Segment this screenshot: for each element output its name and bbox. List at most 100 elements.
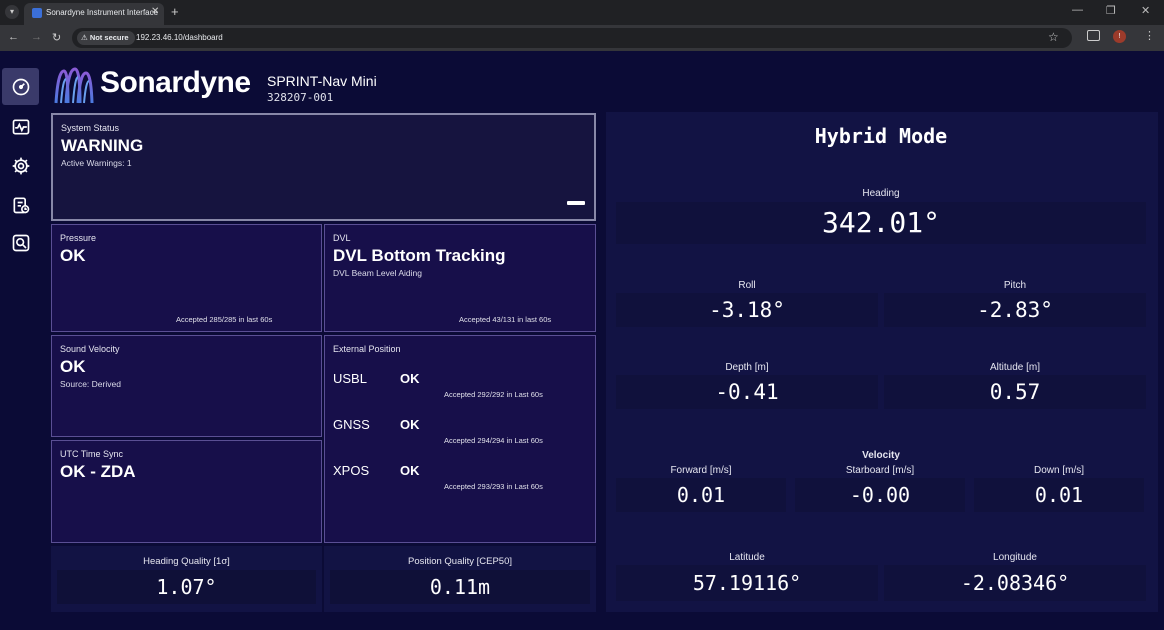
pitch-value: -2.83°: [884, 293, 1146, 327]
gear-icon: [12, 157, 29, 174]
warning-triangle-icon: ⚠: [81, 33, 90, 42]
pressure-value: OK: [60, 246, 86, 265]
forward-value: 0.01: [616, 478, 786, 512]
tab-title: Sonardyne Instrument Interface: [46, 8, 159, 17]
side-navigation: [0, 51, 42, 630]
roll-label: Roll: [738, 280, 756, 291]
gnss-accepted-text: Accepted 294/294 in Last 60s: [444, 436, 543, 445]
depth-label: Depth [m]: [725, 362, 769, 373]
position-quality-label: Position Quality [CEP50]: [407, 556, 513, 567]
security-chip[interactable]: ⚠ Not secure: [77, 31, 135, 45]
latitude-value: 57.19116°: [616, 565, 878, 601]
utc-time-sync-value: OK - ZDA: [60, 462, 136, 481]
dvl-label: DVL: [333, 233, 351, 243]
dvl-value: DVL Bottom Tracking: [333, 246, 506, 265]
nav-dashboard[interactable]: [2, 68, 39, 105]
heading-quality-card: Heading Quality [1σ] 1.07°: [51, 546, 322, 612]
forward-arrow-icon[interactable]: →: [31, 31, 42, 43]
new-tab-button[interactable]: +: [171, 4, 179, 19]
side-panel-icon[interactable]: [1087, 30, 1100, 41]
product-serial: 328207-001: [267, 91, 334, 104]
heading-label: Heading: [862, 188, 900, 199]
url-text[interactable]: 192.23.46.10/dashboard: [136, 33, 223, 42]
sound-velocity-source: Source: Derived: [60, 379, 121, 389]
nav-logs[interactable]: [2, 186, 39, 223]
dvl-aiding-text: DVL Beam Level Aiding: [333, 268, 422, 278]
brand-logo-text: Sonardyne: [100, 66, 251, 99]
minimize-button[interactable]: —: [1072, 4, 1083, 16]
heading-quality-value: 1.07°: [57, 570, 316, 604]
longitude-value: -2.08346°: [884, 565, 1146, 601]
search-wrench-icon: [12, 234, 29, 251]
heading-quality-label: Heading Quality [1σ]: [143, 556, 230, 567]
hybrid-mode-panel: Hybrid Mode Heading 342.01° Roll -3.18° …: [606, 112, 1158, 612]
waveform-monitor-icon: [12, 119, 29, 134]
system-status-label: System Status: [61, 123, 120, 133]
external-position-label: External Position: [333, 344, 401, 354]
forward-label: Forward [m/s]: [670, 465, 732, 476]
dvl-card[interactable]: DVL DVL Bottom Tracking DVL Beam Level A…: [324, 224, 596, 332]
favicon-icon: [32, 8, 42, 18]
browser-toolbar: ← → ↻ ⚠ Not secure 192.23.46.10/dashboar…: [0, 25, 1164, 51]
altitude-label: Altitude [m]: [989, 362, 1041, 373]
reload-icon[interactable]: ↻: [52, 32, 62, 44]
system-status-card[interactable]: System Status WARNING Active Warnings: 1: [51, 113, 596, 221]
gnss-label: GNSS: [333, 417, 370, 432]
position-quality-card: Position Quality [CEP50] 0.11m: [324, 546, 596, 612]
xpos-accepted-text: Accepted 293/293 in Last 60s: [444, 482, 543, 491]
browser-tab[interactable]: Sonardyne Instrument Interface ✕: [24, 3, 164, 25]
nav-monitor[interactable]: [2, 108, 39, 145]
down-label: Down [m/s]: [1033, 465, 1084, 476]
pressure-accepted-text: Accepted 285/285 in last 60s: [176, 315, 273, 324]
collapse-minus-icon[interactable]: [567, 201, 585, 205]
sound-velocity-label: Sound Velocity: [60, 344, 120, 354]
active-warnings-text: Active Warnings: 1: [61, 158, 132, 168]
close-window-button[interactable]: ✕: [1141, 5, 1151, 17]
browser-menu-icon[interactable]: ⋮: [1144, 30, 1155, 42]
address-bar[interactable]: ⚠ Not secure 192.23.46.10/dashboard ☆: [72, 28, 1072, 48]
usbl-label: USBL: [333, 371, 367, 386]
roll-value: -3.18°: [616, 293, 878, 327]
sound-velocity-value: OK: [60, 357, 86, 376]
not-secure-label: Not secure: [89, 33, 129, 42]
pitch-label: Pitch: [1003, 280, 1027, 291]
usbl-accepted-text: Accepted 292/292 in Last 60s: [444, 390, 543, 399]
bookmark-star-icon[interactable]: ☆: [1048, 30, 1059, 44]
browser-tab-bar: ▾ Sonardyne Instrument Interface ✕ + — ❐…: [0, 0, 1164, 25]
starboard-value: -0.00: [795, 478, 965, 512]
longitude-label: Longitude: [993, 552, 1037, 563]
tab-search-chevron-icon[interactable]: ▾: [5, 5, 19, 19]
pressure-card[interactable]: Pressure OK Accepted 285/285 in last 60s: [51, 224, 322, 332]
dashboard-gauge-icon: [12, 78, 29, 95]
back-arrow-icon[interactable]: ←: [8, 31, 19, 43]
utc-time-sync-card[interactable]: UTC Time Sync OK - ZDA: [51, 440, 322, 543]
clipboard-clock-icon: [13, 197, 29, 213]
nav-diagnostics[interactable]: [2, 224, 39, 261]
hybrid-mode-title: Hybrid Mode: [814, 124, 948, 148]
position-quality-value: 0.11m: [330, 570, 590, 604]
starboard-label: Starboard [m/s]: [845, 465, 915, 476]
restore-button[interactable]: ❐: [1106, 5, 1116, 17]
xpos-status: OK: [400, 463, 420, 478]
system-status-value: WARNING: [61, 136, 144, 155]
dvl-accepted-text: Accepted 43/131 in last 60s: [459, 315, 552, 324]
utc-time-sync-label: UTC Time Sync: [60, 449, 124, 459]
latitude-label: Latitude: [729, 552, 765, 563]
app-root: Sonardyne SPRINT-Nav Mini 328207-001 Sys…: [0, 51, 1164, 630]
profile-avatar[interactable]: !: [1113, 30, 1126, 43]
pressure-label: Pressure: [60, 233, 97, 243]
velocity-title: Velocity: [862, 450, 900, 461]
sonardyne-logo-icon: [54, 67, 94, 104]
sound-velocity-card[interactable]: Sound Velocity OK Source: Derived: [51, 335, 322, 437]
depth-value: -0.41: [616, 375, 878, 409]
external-position-card[interactable]: External Position USBL OK Accepted 292/2…: [324, 335, 596, 543]
usbl-status: OK: [400, 371, 420, 386]
product-name: SPRINT-Nav Mini: [267, 73, 377, 89]
tab-close-icon[interactable]: ✕: [151, 6, 160, 17]
gnss-status: OK: [400, 417, 420, 432]
altitude-value: 0.57: [884, 375, 1146, 409]
heading-value: 342.01°: [616, 202, 1146, 244]
down-value: 0.01: [974, 478, 1144, 512]
xpos-label: XPOS: [333, 463, 370, 478]
nav-settings[interactable]: [2, 147, 39, 184]
